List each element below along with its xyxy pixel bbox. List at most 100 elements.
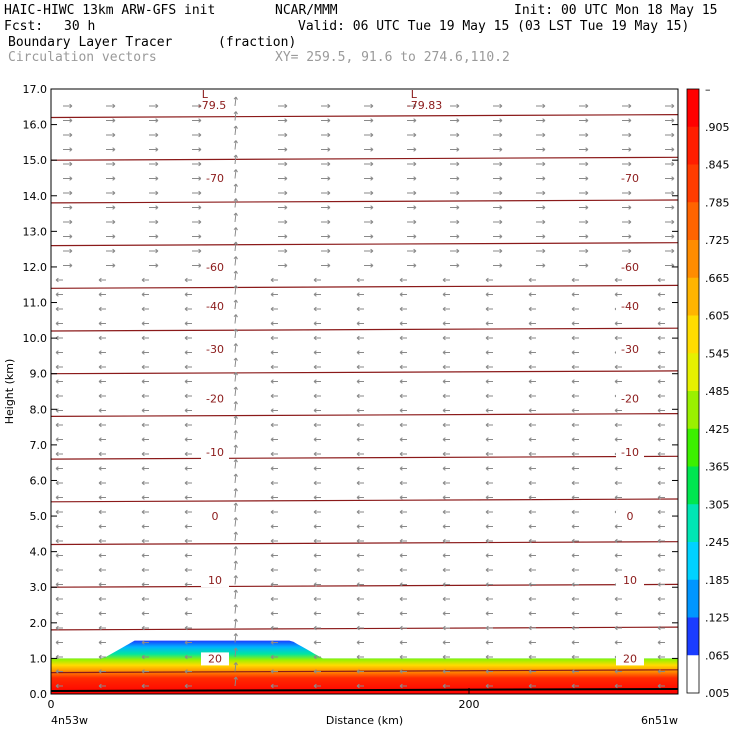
isotherm-line	[51, 114, 678, 119]
circulation-vector	[493, 176, 503, 181]
circulation-vector	[407, 176, 417, 181]
circulation-vector	[493, 147, 503, 152]
circulation-vector	[657, 350, 665, 355]
circulation-vector	[571, 567, 579, 573]
circulation-vector	[442, 640, 450, 645]
circulation-vector	[233, 241, 238, 252]
circulation-vector	[63, 103, 73, 109]
circulation-vector	[321, 147, 331, 152]
circulation-vector	[536, 234, 546, 239]
circulation-vector	[657, 292, 665, 297]
circulation-vector	[233, 256, 238, 266]
circulation-vector	[313, 495, 321, 500]
circulation-vector	[233, 575, 238, 585]
circulation-vector	[657, 611, 665, 616]
circulation-vector	[270, 321, 278, 326]
circulation-vector	[442, 292, 450, 297]
fcst-label: Fcst:	[4, 19, 44, 34]
circulation-vector	[63, 161, 73, 167]
circulation-vector	[442, 669, 450, 674]
circulation-vector	[407, 147, 417, 152]
circulation-vector	[399, 553, 407, 558]
circulation-vector	[485, 567, 493, 573]
circulation-vector	[356, 625, 364, 631]
isotherm-line	[51, 669, 678, 674]
circulation-vector	[571, 480, 579, 486]
circulation-vector	[98, 408, 106, 413]
circulation-vector	[622, 132, 632, 138]
circulation-vector	[192, 176, 202, 181]
circulation-vector	[657, 669, 665, 674]
circulation-vector	[313, 422, 321, 428]
circulation-vector	[399, 335, 407, 341]
circulation-vector	[356, 277, 364, 283]
circulation-vector	[356, 408, 364, 413]
circulation-vector	[356, 669, 364, 674]
circulation-vector	[579, 176, 589, 181]
circulation-vector	[485, 306, 493, 312]
circulation-vector	[579, 219, 589, 225]
isotherm-label-bg	[201, 446, 229, 459]
circulation-vector	[528, 611, 536, 616]
circulation-vector	[450, 118, 460, 123]
circulation-vector	[356, 495, 364, 500]
circulation-vector	[106, 263, 116, 268]
circulation-vector	[149, 118, 159, 123]
y-tick-label: 7.0	[30, 439, 48, 452]
colorbar-swatch	[687, 391, 699, 430]
circulation-vector	[98, 553, 106, 558]
circulation-vector	[485, 669, 493, 674]
circulation-vector	[614, 640, 622, 645]
circulation-vector	[442, 596, 450, 602]
circulation-vector	[657, 306, 665, 312]
circulation-vector	[141, 364, 149, 370]
isotherm-label-bg	[201, 300, 229, 314]
circulation-vector	[571, 408, 579, 413]
isotherm-label-bg	[616, 574, 644, 588]
colorbar-label: –	[705, 83, 711, 96]
circulation-vector	[106, 248, 116, 254]
circulation-vector	[407, 103, 417, 109]
circulation-vector	[55, 364, 63, 370]
circulation-vector	[192, 234, 202, 239]
circulation-vector	[407, 248, 417, 254]
circulation-vector	[485, 625, 493, 631]
circulation-vector	[233, 154, 238, 165]
circulation-vector	[55, 509, 63, 515]
circulation-vector	[528, 466, 536, 471]
circulation-vector	[233, 633, 238, 643]
circulation-vector	[233, 386, 238, 397]
y-tick-label: 13.0	[23, 225, 48, 238]
circulation-vector	[270, 509, 278, 515]
circulation-vector	[192, 118, 202, 123]
circulation-vector	[536, 219, 546, 225]
circulation-vector	[184, 567, 192, 573]
circulation-vector	[579, 190, 589, 196]
circulation-vector	[98, 350, 106, 355]
circulation-vector	[233, 662, 238, 672]
circulation-vector	[233, 125, 238, 136]
colorbar-swatch	[687, 542, 699, 581]
circulation-vector	[356, 553, 364, 558]
colorbar-label: .245	[705, 536, 730, 549]
circulation-vector	[55, 596, 63, 602]
x-axis-label: Distance (km)	[326, 714, 403, 727]
circulation-vector	[98, 524, 106, 529]
circulation-vector	[106, 118, 116, 123]
circulation-vector	[233, 270, 238, 281]
circulation-vector	[313, 292, 321, 297]
circulation-vector	[278, 147, 288, 152]
circulation-vector	[55, 640, 63, 645]
colorbar-swatch	[687, 89, 699, 128]
circulation-vector	[614, 379, 622, 384]
circulation-vector	[141, 683, 149, 689]
circulation-vector	[55, 495, 63, 500]
circulation-vector	[485, 524, 493, 529]
circulation-vector	[571, 379, 579, 384]
field2-name: Circulation vectors	[8, 50, 157, 65]
circulation-vector	[665, 103, 675, 109]
circulation-vector	[270, 277, 278, 283]
circulation-vector	[657, 640, 665, 645]
circulation-vector	[141, 480, 149, 486]
circulation-vector	[98, 611, 106, 616]
